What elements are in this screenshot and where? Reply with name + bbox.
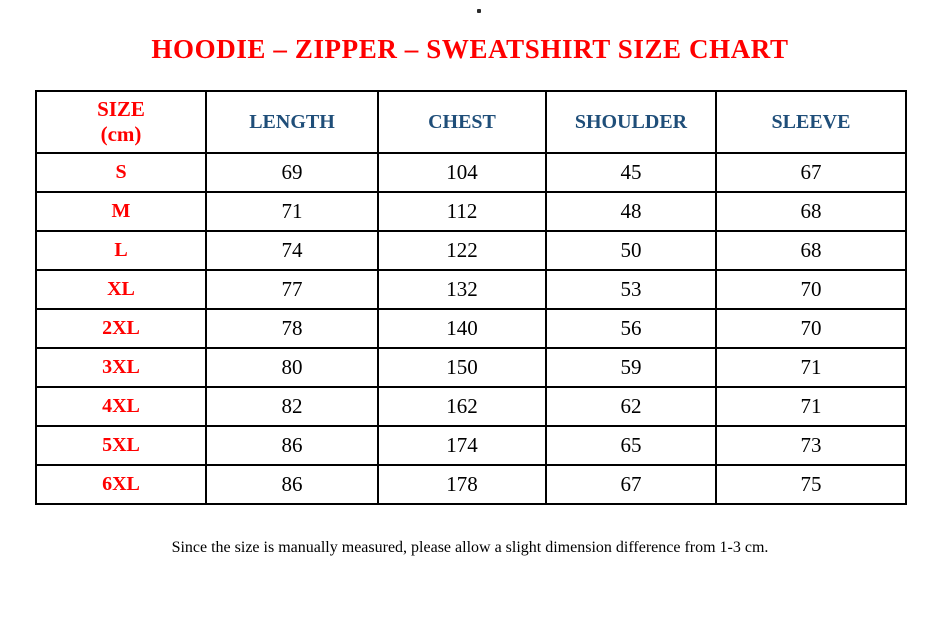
header-size-label: SIZE xyxy=(97,96,145,121)
cell-shoulder: 50 xyxy=(545,230,717,271)
cell-length: 69 xyxy=(205,152,379,193)
cell-length: 86 xyxy=(205,464,379,505)
cell-chest: 122 xyxy=(377,230,547,271)
header-cell-shoulder: SHOULDER xyxy=(545,90,717,154)
row-size-label: XL xyxy=(35,269,207,310)
row-size-label: 4XL xyxy=(35,386,207,427)
cell-sleeve: 70 xyxy=(715,269,907,310)
cell-chest: 178 xyxy=(377,464,547,505)
header-cell-size: SIZE (cm) xyxy=(35,90,207,154)
table-row-2xl: 2XL 78 140 56 70 xyxy=(35,308,907,349)
cell-sleeve: 68 xyxy=(715,191,907,232)
cell-chest: 132 xyxy=(377,269,547,310)
cell-length: 80 xyxy=(205,347,379,388)
table-row-6xl: 6XL 86 178 67 75 xyxy=(35,464,907,505)
cell-length: 74 xyxy=(205,230,379,271)
top-dot-artifact xyxy=(477,9,481,13)
cell-sleeve: 68 xyxy=(715,230,907,271)
measurement-disclaimer: Since the size is manually measured, ple… xyxy=(171,539,769,556)
cell-shoulder: 59 xyxy=(545,347,717,388)
row-size-label: 5XL xyxy=(35,425,207,466)
cell-length: 82 xyxy=(205,386,379,427)
table-row-3xl: 3XL 80 150 59 71 xyxy=(35,347,907,388)
row-size-label: L xyxy=(35,230,207,271)
header-row: SIZE (cm) LENGTH CHEST SHOULDER SLEEVE xyxy=(35,90,907,154)
cell-chest: 140 xyxy=(377,308,547,349)
row-size-label: 2XL xyxy=(35,308,207,349)
cell-shoulder: 56 xyxy=(545,308,717,349)
cell-shoulder: 67 xyxy=(545,464,717,505)
cell-shoulder: 65 xyxy=(545,425,717,466)
cell-sleeve: 67 xyxy=(715,152,907,193)
cell-shoulder: 45 xyxy=(545,152,717,193)
cell-length: 86 xyxy=(205,425,379,466)
cell-shoulder: 62 xyxy=(545,386,717,427)
table-row-4xl: 4XL 82 162 62 71 xyxy=(35,386,907,427)
cell-length: 78 xyxy=(205,308,379,349)
row-size-label: 6XL xyxy=(35,464,207,505)
cell-chest: 174 xyxy=(377,425,547,466)
row-size-label: 3XL xyxy=(35,347,207,388)
table-row-m: M 71 112 48 68 xyxy=(35,191,907,232)
cell-sleeve: 75 xyxy=(715,464,907,505)
header-cell-chest: CHEST xyxy=(377,90,547,154)
table-row-s: S 69 104 45 67 xyxy=(35,152,907,193)
cell-shoulder: 48 xyxy=(545,191,717,232)
cell-chest: 150 xyxy=(377,347,547,388)
page-title: HOODIE – ZIPPER – SWEATSHIRT SIZE CHART xyxy=(151,34,789,64)
cell-chest: 104 xyxy=(377,152,547,193)
cell-sleeve: 73 xyxy=(715,425,907,466)
cell-length: 71 xyxy=(205,191,379,232)
header-cell-length: LENGTH xyxy=(205,90,379,154)
cell-chest: 112 xyxy=(377,191,547,232)
table-row-l: L 74 122 50 68 xyxy=(35,230,907,271)
cell-chest: 162 xyxy=(377,386,547,427)
cell-length: 77 xyxy=(205,269,379,310)
row-size-label: S xyxy=(35,152,207,193)
cell-sleeve: 70 xyxy=(715,308,907,349)
cell-sleeve: 71 xyxy=(715,347,907,388)
header-size-unit: (cm) xyxy=(100,122,142,146)
table-row-5xl: 5XL 86 174 65 73 xyxy=(35,425,907,466)
table-row-xl: XL 77 132 53 70 xyxy=(35,269,907,310)
row-size-label: M xyxy=(35,191,207,232)
header-cell-sleeve: SLEEVE xyxy=(715,90,907,154)
size-chart-table: SIZE (cm) LENGTH CHEST SHOULDER SLEEVE S… xyxy=(35,90,907,505)
cell-sleeve: 71 xyxy=(715,386,907,427)
cell-shoulder: 53 xyxy=(545,269,717,310)
